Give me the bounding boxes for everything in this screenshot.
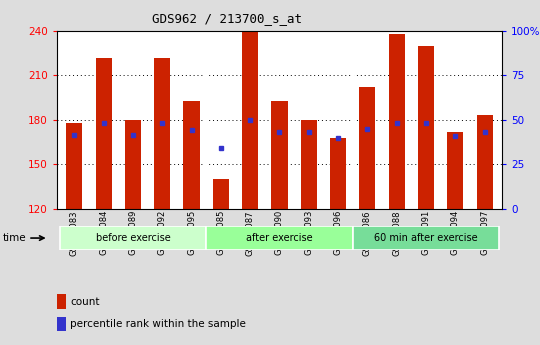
Text: time: time — [3, 233, 26, 243]
Bar — [242, 31, 258, 209]
Bar — [206, 226, 353, 250]
Text: count: count — [70, 297, 100, 306]
Bar — [184, 101, 200, 209]
Bar — [477, 116, 492, 209]
Bar — [213, 179, 229, 209]
Bar — [125, 120, 141, 209]
Bar — [389, 34, 405, 209]
Text: after exercise: after exercise — [246, 233, 313, 243]
Bar — [272, 101, 287, 209]
Bar — [353, 226, 500, 250]
Bar — [96, 58, 112, 209]
Text: GDS962 / 213700_s_at: GDS962 / 213700_s_at — [152, 12, 302, 25]
Bar — [301, 120, 317, 209]
Bar — [330, 138, 346, 209]
Bar — [154, 58, 170, 209]
Text: percentile rank within the sample: percentile rank within the sample — [70, 319, 246, 329]
Text: before exercise: before exercise — [96, 233, 170, 243]
Text: 60 min after exercise: 60 min after exercise — [374, 233, 478, 243]
Bar — [66, 123, 82, 209]
Bar — [359, 87, 375, 209]
Bar — [447, 132, 463, 209]
Bar — [59, 226, 206, 250]
Bar — [418, 46, 434, 209]
